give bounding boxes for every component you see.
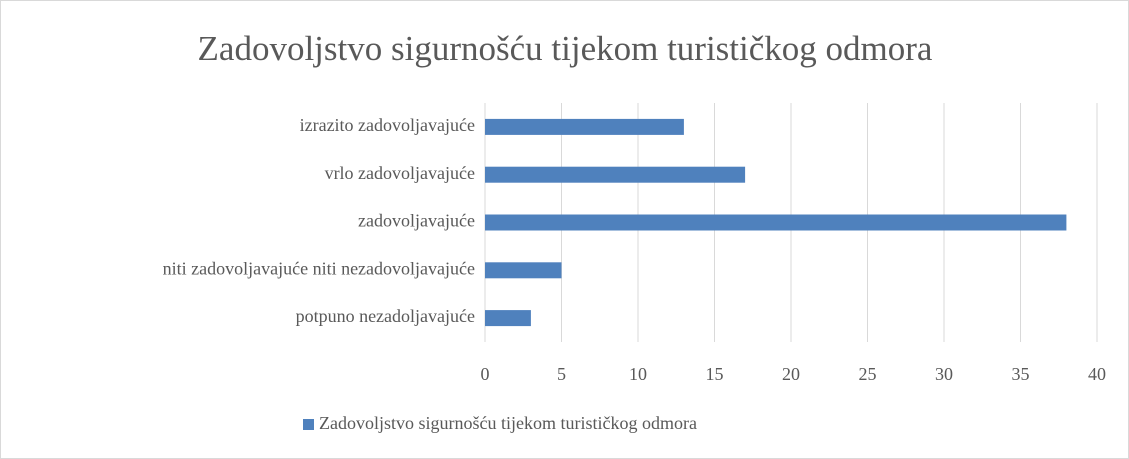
bar (485, 118, 684, 135)
y-tick-label: zadovoljavajuće (358, 211, 475, 231)
x-tick-label: 40 (1088, 364, 1106, 384)
x-tick-label: 0 (481, 364, 490, 384)
chart-title: Zadovoljstvo sigurnošću tijekom turistič… (198, 29, 933, 68)
x-tick-label: 30 (935, 364, 953, 384)
x-tick-label: 10 (629, 364, 647, 384)
x-tick-label: 25 (859, 364, 877, 384)
y-tick-label: potpuno nezadoljavajuće (296, 306, 475, 326)
bar (485, 310, 531, 327)
bar (485, 214, 1067, 231)
x-tick-label: 5 (557, 364, 566, 384)
y-tick-label: izrazito zadovoljavajuće (300, 115, 475, 135)
y-tick-label: niti zadovoljavajuće niti nezadovoljavaj… (163, 258, 475, 278)
bar (485, 262, 562, 279)
x-tick-label: 15 (706, 364, 724, 384)
x-tick-label: 35 (1012, 364, 1030, 384)
bar (485, 166, 746, 183)
legend-label: Zadovoljstvo sigurnošću tijekom turistič… (319, 413, 697, 433)
legend-swatch (303, 419, 314, 430)
x-tick-label: 20 (782, 364, 800, 384)
y-tick-label: vrlo zadovoljavajuće (325, 163, 475, 183)
